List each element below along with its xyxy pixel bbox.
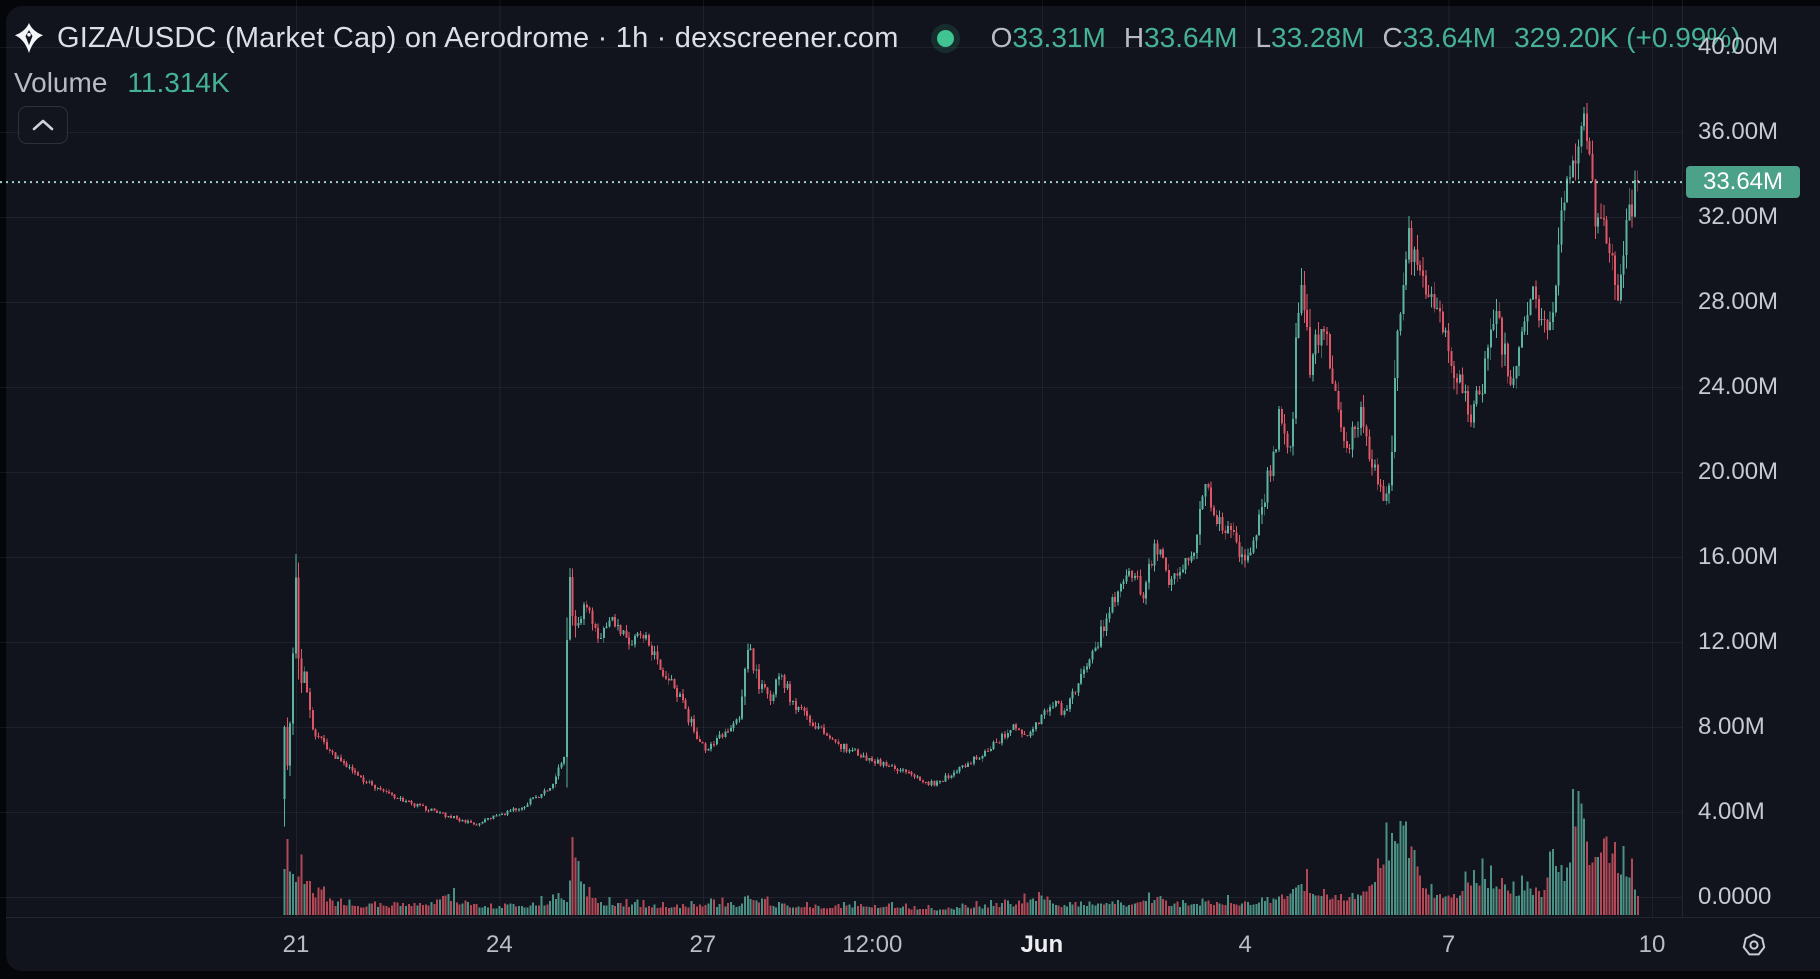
time-axis-tick: 12:00 xyxy=(842,931,903,958)
chart-panel xyxy=(6,6,1820,971)
time-axis-tick: 4 xyxy=(1238,931,1252,958)
candles-up xyxy=(283,107,1636,827)
volume-bars-up xyxy=(283,789,1636,915)
price-scale-settings-button[interactable] xyxy=(1736,927,1772,963)
price-axis-tick: 32.00M xyxy=(1698,203,1779,230)
time-axis[interactable]: 21 24 27 12:00 Jun 4 7 10 xyxy=(0,917,1820,979)
volume-bars-down xyxy=(286,826,1639,915)
time-axis-tick: 10 xyxy=(1638,931,1666,958)
price-axis-tick: 0.0000 xyxy=(1698,883,1772,910)
price-axis-tick: 16.00M xyxy=(1698,543,1779,570)
price-axis[interactable]: 40.00M 36.00M 32.00M 28.00M 24.00M 20.00M 16.0… xyxy=(1682,0,1820,917)
price-axis-tick: 36.00M xyxy=(1698,118,1779,145)
legend-collapse-button[interactable] xyxy=(18,106,68,144)
price-axis-tick: 20.00M xyxy=(1698,458,1779,485)
candles-down xyxy=(286,102,1639,826)
price-axis-tick: 28.00M xyxy=(1698,288,1779,315)
time-axis-tick: 21 xyxy=(282,931,310,958)
time-axis-tick: 27 xyxy=(689,931,717,958)
gridlines xyxy=(0,0,1682,917)
time-axis-tick: 24 xyxy=(486,931,513,958)
gear-icon xyxy=(1742,933,1766,956)
time-axis-tick: 7 xyxy=(1441,931,1456,958)
current-price-badge: 33.64M xyxy=(1686,166,1800,199)
chevron-up-icon xyxy=(32,119,54,131)
price-axis-tick: 8.00M xyxy=(1698,713,1765,740)
price-axis-tick: 12.00M xyxy=(1698,628,1779,655)
price-axis-tick: 40.00M xyxy=(1698,33,1779,60)
price-axis-tick: 4.00M xyxy=(1698,798,1765,825)
time-axis-tick: Jun xyxy=(1020,931,1064,958)
price-axis-tick: 24.00M xyxy=(1698,373,1779,400)
